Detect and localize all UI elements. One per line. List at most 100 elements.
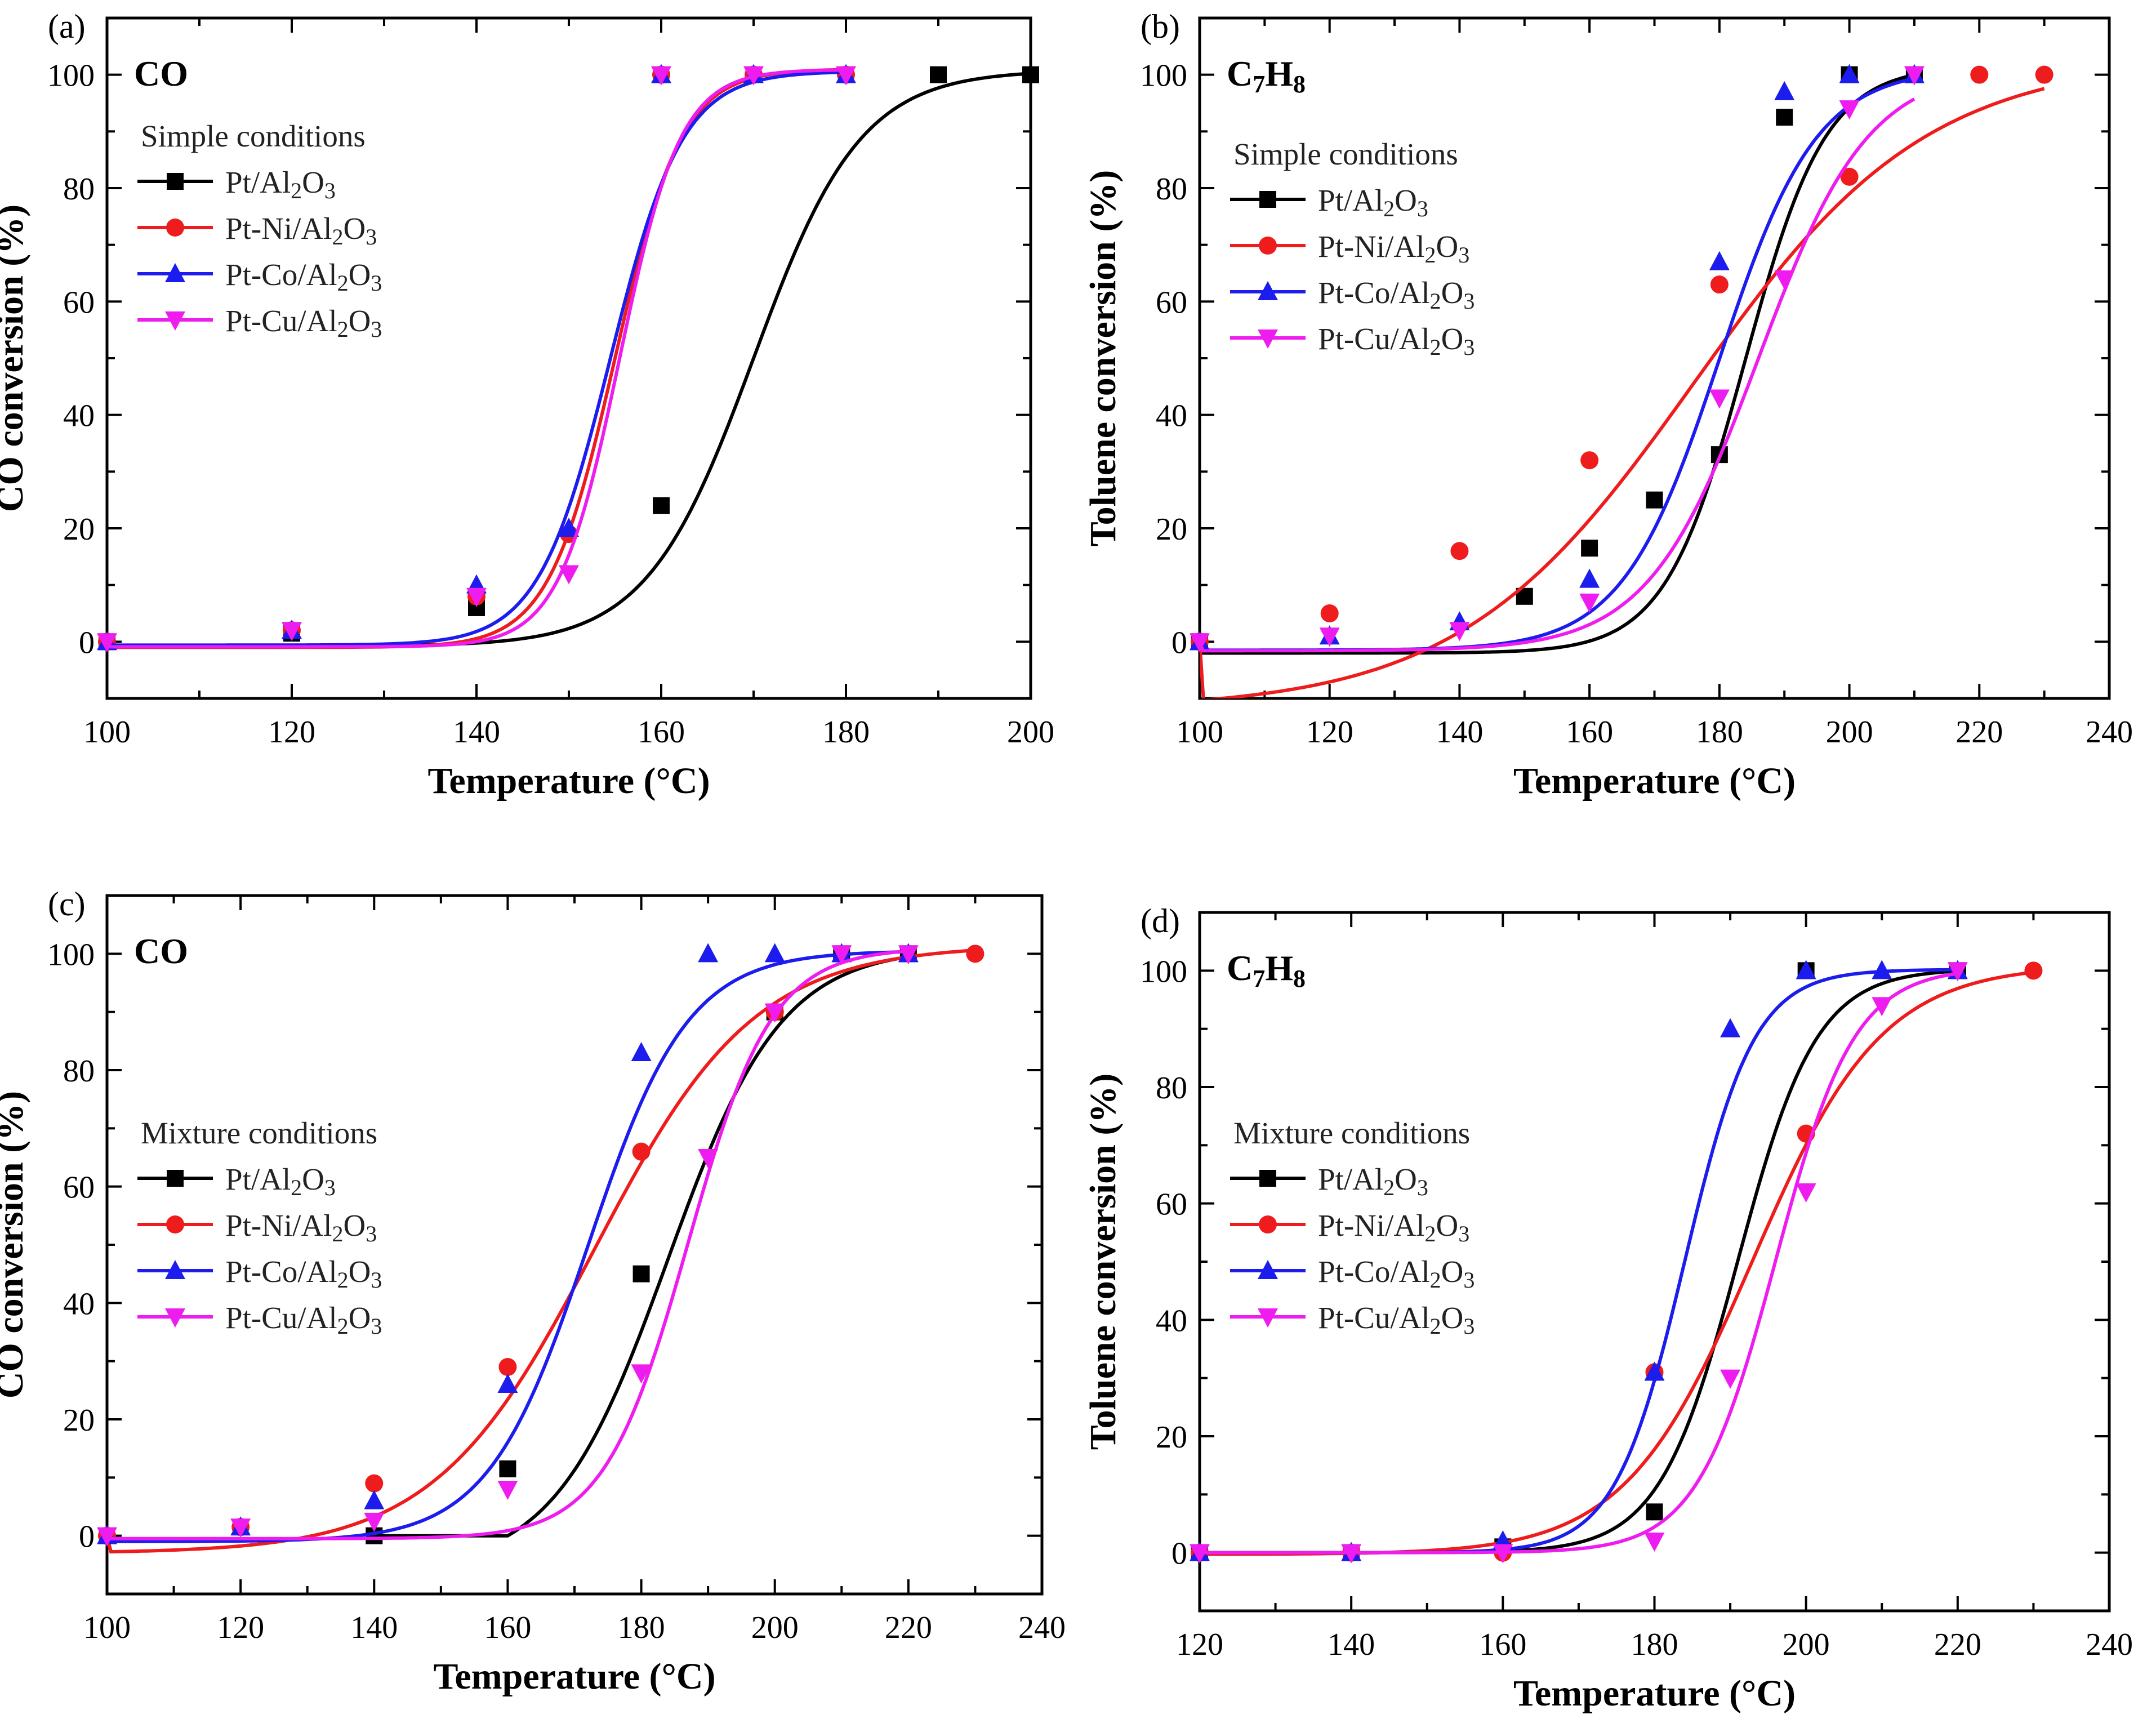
x-tick-label: 140 — [350, 1610, 398, 1645]
x-tick-label: 120 — [1176, 1627, 1223, 1662]
y-tick-label: 0 — [1171, 1537, 1187, 1571]
data-point — [632, 1142, 651, 1161]
series-line — [107, 68, 847, 649]
panel-title: CO — [134, 931, 188, 971]
y-tick-label: 40 — [1156, 399, 1187, 434]
legend-entry: Pt/Al2O3 — [1318, 183, 1428, 221]
series-line — [107, 949, 909, 1540]
legend-entry: Pt-Cu/Al2O3 — [225, 1301, 382, 1339]
legend-entry: Pt-Cu/Al2O3 — [225, 304, 382, 342]
series-pt-cu-al2o3 — [97, 66, 856, 653]
data-point — [1644, 1361, 1665, 1381]
series-pt-ni-al2o3 — [98, 945, 985, 1554]
data-point — [1774, 270, 1795, 290]
panel-label: (a) — [48, 8, 86, 45]
series-line — [1200, 972, 1958, 1555]
data-point — [497, 1374, 518, 1393]
data-point — [466, 587, 487, 607]
data-point — [1840, 167, 1859, 186]
legend-entry: Pt/Al2O3 — [225, 1162, 336, 1200]
series-line — [1200, 87, 2045, 698]
data-point — [559, 518, 579, 537]
series-line — [107, 950, 908, 1543]
plot-frame — [105, 894, 1044, 1596]
legend-entry: Pt-Ni/Al2O3 — [225, 1208, 377, 1246]
chart-panel-d: 120 140 160 180 200 220 240 0 20 40 60 80 100 Tempera… — [1083, 902, 2133, 1714]
y-tick-label: 0 — [79, 1520, 95, 1555]
legend-title: Mixture conditions — [141, 1116, 377, 1150]
data-point — [1190, 1544, 1210, 1564]
data-point — [1947, 962, 1968, 982]
y-tick-label: 20 — [63, 1403, 95, 1438]
series-pt-cu-al2o3 — [1190, 962, 1968, 1564]
x-tick-label: 120 — [1306, 715, 1353, 750]
x-tick-label: 180 — [618, 1610, 665, 1645]
y-tick-label: 60 — [1156, 285, 1187, 320]
legend-marker — [1258, 329, 1278, 349]
data-point — [1580, 451, 1599, 470]
x-tick-label: 140 — [1328, 1627, 1375, 1662]
data-point — [97, 633, 117, 653]
x-tick-label: 240 — [1018, 1610, 1066, 1645]
y-tick-label: 20 — [63, 512, 95, 547]
data-point — [97, 1527, 117, 1547]
data-point — [698, 943, 719, 963]
legend-marker — [1259, 1170, 1276, 1187]
data-point — [1450, 542, 1469, 560]
legend-entry: Pt-Cu/Al2O3 — [1318, 1301, 1475, 1339]
series-pt-cu-al2o3 — [97, 945, 919, 1547]
legend-marker — [165, 1308, 185, 1328]
panel-title: C7H8 — [1227, 54, 1306, 98]
x-tick-label: 160 — [638, 715, 685, 750]
x-axis-label: Temperature (°C) — [427, 760, 710, 801]
legend-entry: Pt-Co/Al2O3 — [225, 257, 382, 296]
series-pt-cu-al2o3 — [1190, 66, 1925, 653]
data-point — [2024, 961, 2043, 980]
data-point — [1319, 627, 1340, 647]
data-point — [1022, 66, 1039, 83]
x-tick-label: 100 — [83, 1610, 131, 1645]
data-point — [1904, 66, 1925, 86]
data-point — [653, 497, 670, 514]
y-tick-label: 20 — [1156, 512, 1187, 547]
data-point — [1320, 604, 1339, 622]
y-tick-label: 80 — [63, 172, 95, 207]
x-tick-label: 180 — [1696, 715, 1743, 750]
x-tick-label: 200 — [1007, 715, 1054, 750]
x-tick-label: 100 — [1176, 715, 1223, 750]
x-axis-label: Temperature (°C) — [1513, 1673, 1796, 1714]
series-pt-al2o3 — [366, 945, 917, 1544]
data-point — [1644, 1533, 1665, 1552]
legend-marker — [166, 1215, 184, 1233]
legend-marker — [167, 1170, 184, 1187]
y-tick-label: 100 — [47, 59, 95, 93]
x-tick-label: 200 — [1783, 1627, 1830, 1662]
chart-panel-b: 100 120 140 160 180 200 220 240 0 20 40 60 80 100 Temp… — [1083, 8, 2133, 801]
data-point — [499, 1460, 516, 1477]
legend-title: Mixture conditions — [1233, 1116, 1470, 1150]
y-tick-label: 60 — [63, 285, 95, 320]
data-point — [898, 945, 919, 965]
data-point — [498, 1358, 517, 1376]
data-point — [1493, 1544, 1513, 1564]
x-tick-label: 100 — [83, 715, 131, 750]
data-point — [365, 1474, 384, 1493]
data-point — [1839, 64, 1860, 83]
legend-entry: Pt/Al2O3 — [1318, 1162, 1428, 1200]
legend-marker — [165, 263, 185, 282]
x-tick-label: 140 — [1436, 715, 1483, 750]
legend-entry: Pt-Ni/Al2O3 — [1318, 1208, 1469, 1246]
legend-marker — [165, 1260, 185, 1279]
data-point — [1970, 65, 1989, 84]
data-point — [1710, 275, 1729, 294]
x-tick-label: 200 — [1826, 715, 1873, 750]
series-pt-al2o3 — [1191, 962, 1966, 1561]
panel-title: CO — [134, 54, 188, 93]
data-point — [1796, 1183, 1816, 1203]
series-pt-co-al2o3 — [97, 943, 919, 1544]
legend-entry: Pt/Al2O3 — [225, 165, 336, 203]
data-point — [559, 565, 579, 585]
y-tick-label: 100 — [1140, 954, 1187, 989]
series-line — [107, 70, 847, 647]
